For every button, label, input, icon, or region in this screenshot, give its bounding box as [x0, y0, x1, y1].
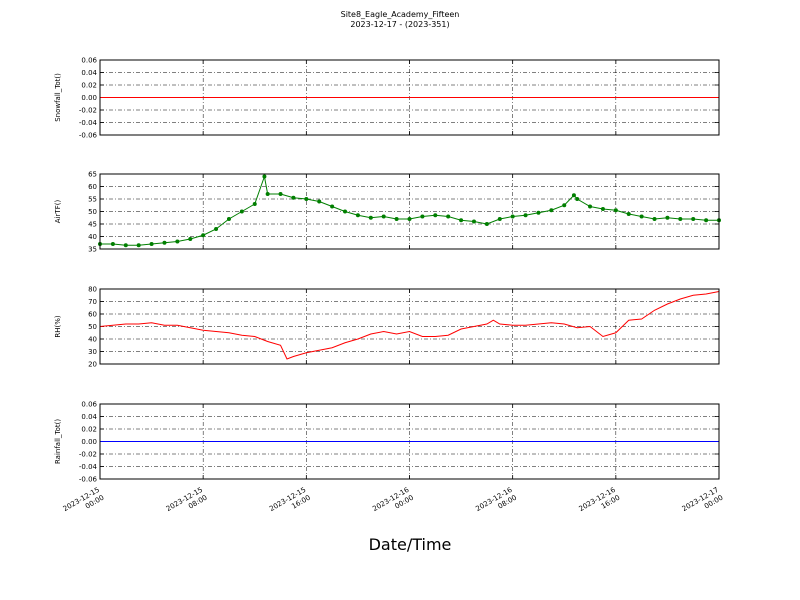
- data-point: [175, 239, 180, 244]
- y-tick-label: -0.06: [79, 132, 98, 140]
- y-tick-label: 0.06: [81, 401, 97, 409]
- plot-frame: [99, 173, 720, 250]
- y-tick-label: 0.06: [81, 57, 97, 65]
- data-point: [613, 208, 618, 213]
- data-point: [497, 217, 502, 221]
- data-point: [510, 214, 515, 219]
- data-point: [446, 214, 451, 219]
- data-point: [652, 217, 657, 221]
- y-tick-label: -0.02: [79, 107, 97, 115]
- data-point: [304, 197, 309, 201]
- y-tick-label: 80: [88, 286, 97, 294]
- data-point: [149, 242, 154, 246]
- y-tick-label: 0.04: [81, 413, 97, 421]
- data-point: [484, 222, 489, 226]
- y-tick-label: 40: [88, 233, 97, 241]
- data-point: [394, 217, 399, 221]
- data-point: [704, 218, 709, 223]
- y-tick-label: 30: [88, 348, 97, 356]
- y-tick-label: 0.00: [81, 438, 97, 446]
- data-point: [262, 174, 267, 179]
- data-point: [201, 233, 206, 238]
- data-point: [252, 202, 257, 206]
- data-point: [639, 214, 644, 219]
- data-point: [407, 217, 412, 221]
- data-point: [562, 203, 567, 208]
- data-point: [214, 227, 219, 231]
- y-tick-label: -0.02: [79, 451, 97, 459]
- y-axis-label: Snowfall_Tot(): [54, 73, 62, 122]
- y-tick-label: 55: [88, 196, 97, 204]
- y-tick-label: 0.04: [81, 69, 97, 77]
- y-tick-label: 0.02: [81, 426, 97, 434]
- data-point: [123, 243, 128, 248]
- data-point: [588, 204, 593, 209]
- data-point: [523, 213, 528, 218]
- data-point: [691, 217, 696, 221]
- y-tick-label: -0.04: [79, 463, 98, 471]
- data-point: [600, 207, 605, 211]
- y-axis-label: AirTF(): [54, 200, 62, 224]
- data-point: [678, 217, 683, 221]
- data-point: [433, 213, 438, 218]
- y-tick-label: 70: [88, 298, 97, 306]
- series-line: [99, 291, 720, 360]
- data-point: [317, 199, 322, 204]
- data-point: [459, 218, 464, 223]
- plot-frame: [99, 288, 720, 365]
- y-tick-label: 40: [88, 336, 97, 344]
- data-point: [265, 192, 270, 196]
- plot-frame: [99, 403, 720, 480]
- data-point: [239, 209, 244, 214]
- y-tick-label: 60: [88, 183, 97, 191]
- x-axis-label: Date/Time: [369, 535, 452, 554]
- y-tick-label: 65: [88, 171, 97, 179]
- data-point: [136, 243, 141, 248]
- y-axis-label: Rainfall_Tot(): [54, 419, 62, 464]
- data-point: [330, 204, 335, 209]
- data-point: [626, 212, 631, 216]
- y-axis-label: RH(%): [54, 315, 62, 338]
- plot-frame: [99, 59, 720, 136]
- y-tick-label: -0.06: [79, 476, 98, 484]
- data-point: [575, 197, 580, 201]
- y-tick-label: -0.04: [79, 119, 98, 127]
- y-tick-label: 50: [88, 208, 97, 216]
- data-point: [188, 237, 193, 241]
- data-point: [110, 242, 115, 246]
- chart-subtitle: 2023-12-17 - (2023-351): [350, 20, 449, 29]
- data-point: [665, 215, 670, 220]
- data-point: [536, 210, 541, 215]
- data-point: [291, 195, 296, 200]
- data-point: [381, 214, 386, 219]
- data-point: [471, 219, 476, 224]
- data-point: [549, 208, 554, 213]
- y-tick-label: 50: [88, 323, 97, 331]
- y-tick-label: 20: [88, 361, 97, 369]
- data-point: [420, 214, 425, 219]
- y-tick-label: 0.00: [81, 94, 97, 102]
- data-point: [355, 213, 360, 218]
- data-point: [226, 217, 231, 221]
- data-point: [571, 193, 576, 198]
- data-point: [162, 240, 167, 245]
- data-point: [343, 209, 348, 214]
- y-tick-label: 35: [88, 246, 97, 254]
- data-point: [278, 192, 283, 196]
- chart-title: Site8_Eagle_Academy_Fifteen: [341, 10, 460, 19]
- y-tick-label: 45: [88, 221, 97, 229]
- data-point: [368, 215, 373, 220]
- y-tick-label: 60: [88, 311, 97, 319]
- y-tick-label: 0.02: [81, 82, 97, 90]
